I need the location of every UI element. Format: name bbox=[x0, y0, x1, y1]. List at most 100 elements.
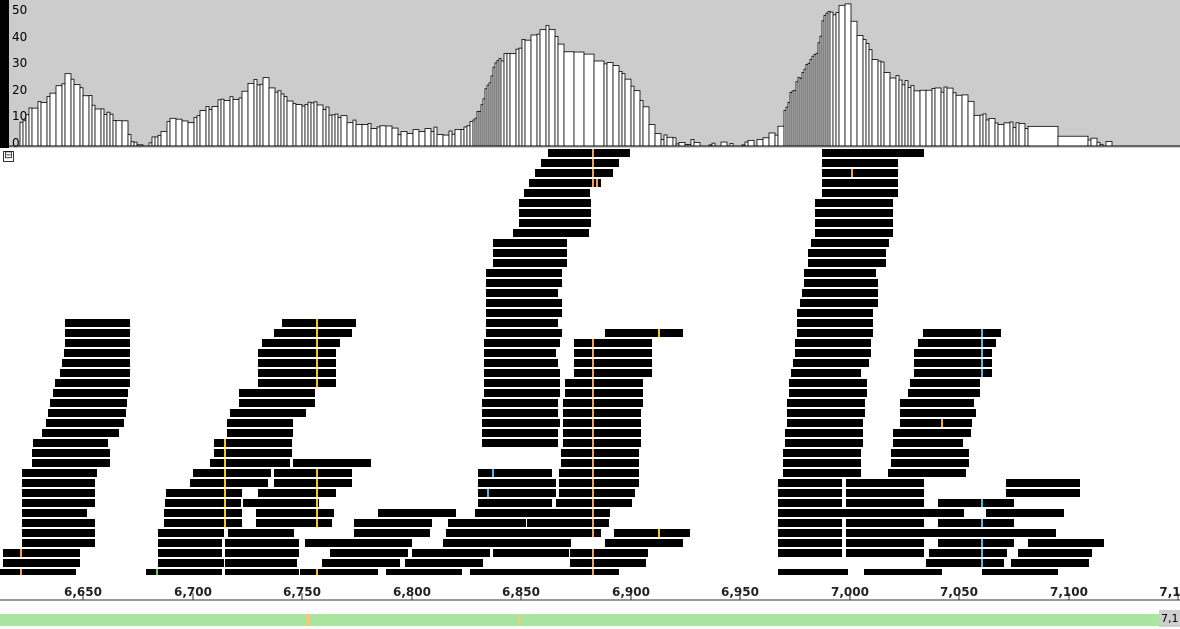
coverage-bar bbox=[1105, 141, 1113, 147]
coverage-track[interactable]: 50 40 30 20 10 0 bbox=[0, 0, 1180, 149]
reference-base bbox=[576, 614, 578, 626]
collapse-toggle-icon[interactable]: ⊟ bbox=[3, 150, 14, 162]
coverage-bar bbox=[895, 75, 900, 147]
aligned-read bbox=[493, 249, 567, 257]
coverage-bar bbox=[583, 53, 595, 147]
reference-base bbox=[276, 614, 278, 626]
coverage-bar bbox=[322, 109, 327, 147]
reference-base bbox=[996, 614, 998, 626]
coverage-bar bbox=[307, 101, 312, 147]
reference-base bbox=[493, 614, 495, 626]
reference-base bbox=[409, 614, 411, 626]
aligned-read bbox=[605, 539, 683, 547]
aligned-read bbox=[3, 549, 80, 557]
mismatch-base bbox=[592, 549, 594, 557]
aligned-read bbox=[614, 529, 690, 537]
reference-base bbox=[1126, 614, 1128, 626]
reference-base bbox=[868, 614, 870, 626]
aligned-read bbox=[243, 499, 319, 507]
reference-base bbox=[772, 614, 774, 626]
aligned-read bbox=[214, 439, 292, 447]
reference-base bbox=[838, 614, 840, 626]
reference-base bbox=[926, 614, 928, 626]
aligned-read bbox=[778, 539, 842, 547]
reference-base bbox=[58, 614, 60, 626]
reference-base bbox=[188, 614, 190, 626]
reference-base bbox=[345, 614, 347, 626]
reference-base bbox=[98, 614, 100, 626]
reference-base bbox=[562, 614, 564, 626]
reference-base bbox=[924, 614, 926, 626]
reference-base bbox=[196, 614, 198, 626]
reference-base bbox=[746, 614, 748, 626]
reference-base bbox=[888, 614, 890, 626]
reference-base bbox=[570, 614, 572, 626]
reference-base bbox=[1068, 614, 1070, 626]
mismatch-base bbox=[592, 529, 594, 537]
reference-base bbox=[776, 614, 778, 626]
aligned-read bbox=[22, 479, 95, 487]
reference-base bbox=[636, 614, 638, 626]
aligned-read bbox=[22, 539, 95, 547]
reference-base bbox=[513, 614, 515, 626]
reference-base bbox=[264, 614, 266, 626]
reference-base bbox=[946, 614, 948, 626]
reference-base bbox=[42, 614, 44, 626]
reference-base bbox=[363, 614, 365, 626]
reference-base bbox=[156, 614, 158, 626]
coverage-bar bbox=[370, 128, 378, 147]
reference-base bbox=[672, 614, 674, 626]
reference-base bbox=[351, 614, 353, 626]
reference-base bbox=[86, 614, 88, 626]
reference-base bbox=[884, 614, 886, 626]
coverage-bar bbox=[352, 119, 357, 147]
reference-base bbox=[417, 614, 419, 626]
aligned-read bbox=[778, 479, 842, 487]
reference-base bbox=[166, 614, 168, 626]
reference-base bbox=[540, 614, 542, 626]
coverage-bar bbox=[762, 137, 770, 147]
ruler-tick-label: 6,800 bbox=[393, 585, 431, 599]
aligned-read bbox=[986, 509, 1064, 517]
reference-base bbox=[329, 614, 331, 626]
mismatch-base bbox=[592, 159, 594, 167]
reference-base bbox=[1048, 614, 1050, 626]
aligned-read bbox=[561, 449, 639, 457]
coverage-bar bbox=[301, 105, 306, 147]
reference-base bbox=[142, 614, 144, 626]
reference-base bbox=[1146, 614, 1148, 626]
reference-base bbox=[654, 614, 656, 626]
coverage-bar bbox=[919, 89, 927, 147]
reference-base bbox=[820, 614, 822, 626]
reference-base bbox=[730, 614, 732, 626]
aligned-read bbox=[486, 269, 562, 277]
reference-base bbox=[435, 614, 437, 626]
reference-base bbox=[1032, 614, 1034, 626]
aligned-read bbox=[846, 549, 924, 557]
mismatch-base bbox=[224, 479, 226, 487]
coverage-bar bbox=[961, 94, 969, 147]
reference-base bbox=[443, 614, 445, 626]
aligned-read bbox=[225, 569, 299, 575]
reference-base bbox=[660, 614, 662, 626]
aligned-read bbox=[484, 339, 560, 347]
mismatch-base bbox=[592, 359, 594, 367]
aligned-read bbox=[982, 569, 1058, 575]
reference-base bbox=[1082, 614, 1084, 626]
reference-base bbox=[918, 614, 920, 626]
aligned-read bbox=[519, 199, 591, 207]
coverage-bar bbox=[940, 91, 945, 147]
reference-base bbox=[202, 614, 204, 626]
reference-base bbox=[1122, 614, 1124, 626]
reference-base bbox=[180, 614, 182, 626]
reference-base bbox=[369, 614, 371, 626]
alignment-reads-panel[interactable] bbox=[0, 148, 1180, 575]
reference-base bbox=[214, 614, 216, 626]
reference-base bbox=[200, 614, 202, 626]
coverage-bar bbox=[678, 142, 686, 147]
coverage-bar bbox=[211, 106, 219, 147]
reference-base bbox=[124, 614, 126, 626]
reference-base bbox=[886, 614, 888, 626]
reference-base bbox=[325, 614, 327, 626]
aligned-read bbox=[274, 329, 352, 337]
